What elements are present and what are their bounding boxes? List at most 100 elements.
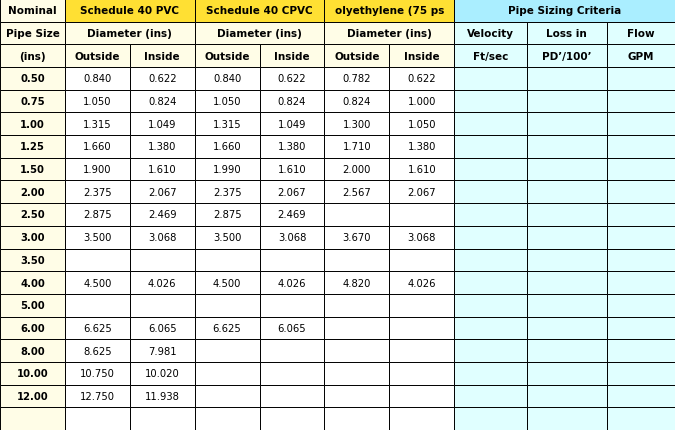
Bar bbox=[65, 23, 194, 45]
Bar bbox=[194, 0, 325, 23]
Text: Schedule 40 CPVC: Schedule 40 CPVC bbox=[207, 6, 313, 16]
Bar bbox=[0, 272, 65, 294]
Bar bbox=[65, 317, 130, 339]
Bar bbox=[607, 362, 675, 385]
Bar bbox=[607, 45, 675, 68]
Bar bbox=[194, 317, 260, 339]
Text: Loss in: Loss in bbox=[546, 29, 587, 39]
Bar bbox=[454, 45, 527, 68]
Text: 1.25: 1.25 bbox=[20, 142, 45, 152]
Bar bbox=[325, 136, 389, 158]
Bar bbox=[454, 407, 527, 430]
Text: 3.068: 3.068 bbox=[278, 233, 306, 243]
Text: 1.315: 1.315 bbox=[213, 120, 242, 129]
Bar bbox=[527, 23, 607, 45]
Bar bbox=[65, 407, 130, 430]
Text: 3.670: 3.670 bbox=[343, 233, 371, 243]
Text: 4.026: 4.026 bbox=[148, 278, 176, 288]
Bar bbox=[607, 317, 675, 339]
Bar bbox=[325, 68, 389, 91]
Text: 3.50: 3.50 bbox=[20, 255, 45, 265]
Bar bbox=[0, 226, 65, 249]
Text: 3.068: 3.068 bbox=[148, 233, 176, 243]
Bar bbox=[454, 68, 527, 91]
Text: 2.375: 2.375 bbox=[83, 187, 111, 197]
Bar bbox=[130, 91, 194, 113]
Text: 1.610: 1.610 bbox=[277, 165, 306, 175]
Text: Diameter (ins): Diameter (ins) bbox=[87, 29, 172, 39]
Text: 2.469: 2.469 bbox=[148, 210, 177, 220]
Bar bbox=[454, 136, 527, 158]
Bar bbox=[325, 226, 389, 249]
Bar bbox=[130, 317, 194, 339]
Text: 12.00: 12.00 bbox=[17, 391, 48, 401]
Text: Pipe Size: Pipe Size bbox=[5, 29, 59, 39]
Bar bbox=[260, 204, 325, 226]
Bar bbox=[0, 45, 65, 68]
Bar bbox=[527, 136, 607, 158]
Bar bbox=[65, 181, 130, 204]
Bar bbox=[325, 0, 454, 23]
Bar bbox=[65, 45, 130, 68]
Bar bbox=[527, 249, 607, 272]
Text: 1.380: 1.380 bbox=[278, 142, 306, 152]
Bar bbox=[527, 339, 607, 362]
Bar bbox=[325, 317, 389, 339]
Bar bbox=[194, 113, 260, 136]
Text: 1.050: 1.050 bbox=[213, 97, 242, 107]
Bar bbox=[389, 181, 454, 204]
Text: Inside: Inside bbox=[274, 52, 310, 61]
Bar bbox=[454, 23, 527, 45]
Bar bbox=[607, 68, 675, 91]
Text: 1.380: 1.380 bbox=[408, 142, 436, 152]
Bar bbox=[194, 294, 260, 317]
Text: 3.500: 3.500 bbox=[213, 233, 241, 243]
Text: GPM: GPM bbox=[628, 52, 654, 61]
Bar bbox=[454, 249, 527, 272]
Text: 6.065: 6.065 bbox=[277, 323, 306, 333]
Bar bbox=[454, 113, 527, 136]
Bar bbox=[454, 317, 527, 339]
Bar bbox=[389, 158, 454, 181]
Bar bbox=[607, 158, 675, 181]
Bar bbox=[194, 91, 260, 113]
Text: Inside: Inside bbox=[404, 52, 439, 61]
Text: 1.660: 1.660 bbox=[83, 142, 111, 152]
Text: 10.020: 10.020 bbox=[145, 369, 180, 378]
Bar bbox=[607, 272, 675, 294]
Bar bbox=[389, 91, 454, 113]
Text: 12.750: 12.750 bbox=[80, 391, 115, 401]
Bar bbox=[65, 385, 130, 407]
Bar bbox=[194, 181, 260, 204]
Bar bbox=[527, 204, 607, 226]
Bar bbox=[607, 385, 675, 407]
Text: 4.026: 4.026 bbox=[408, 278, 436, 288]
Bar bbox=[325, 204, 389, 226]
Bar bbox=[607, 339, 675, 362]
Bar bbox=[607, 407, 675, 430]
Bar bbox=[65, 113, 130, 136]
Bar bbox=[0, 249, 65, 272]
Text: 0.622: 0.622 bbox=[277, 74, 306, 84]
Text: 4.500: 4.500 bbox=[213, 278, 241, 288]
Bar bbox=[389, 45, 454, 68]
Text: 2.00: 2.00 bbox=[20, 187, 45, 197]
Bar bbox=[194, 45, 260, 68]
Text: 2.567: 2.567 bbox=[342, 187, 371, 197]
Text: 0.50: 0.50 bbox=[20, 74, 45, 84]
Text: 3.068: 3.068 bbox=[408, 233, 436, 243]
Text: Velocity: Velocity bbox=[467, 29, 514, 39]
Bar bbox=[260, 294, 325, 317]
Text: 0.622: 0.622 bbox=[408, 74, 436, 84]
Bar bbox=[389, 339, 454, 362]
Bar bbox=[194, 136, 260, 158]
Bar bbox=[65, 136, 130, 158]
Bar bbox=[527, 407, 607, 430]
Text: 6.00: 6.00 bbox=[20, 323, 45, 333]
Bar bbox=[65, 294, 130, 317]
Text: Flow: Flow bbox=[627, 29, 655, 39]
Bar bbox=[527, 226, 607, 249]
Bar bbox=[260, 226, 325, 249]
Bar bbox=[527, 91, 607, 113]
Bar bbox=[130, 136, 194, 158]
